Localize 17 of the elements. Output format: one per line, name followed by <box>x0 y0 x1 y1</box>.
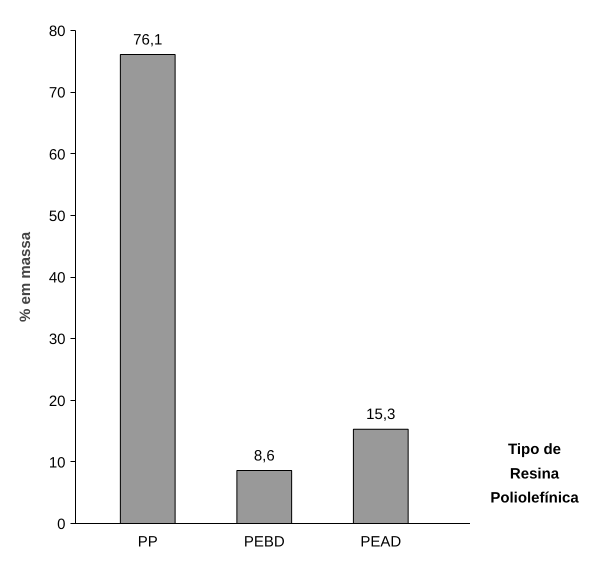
data-label: 76,1 <box>133 32 162 49</box>
y-tick-label: 50 <box>48 208 66 225</box>
y-tick-label: 20 <box>48 392 66 410</box>
data-label: 8,6 <box>254 448 275 465</box>
x-axis-title: Tipo de Resina Poliolefínica <box>490 440 580 507</box>
y-tick-label: 10 <box>48 454 66 472</box>
y-tick-label: 30 <box>48 331 66 348</box>
y-tick-label: 40 <box>48 270 66 286</box>
x-tick-label: PEBD <box>244 534 285 550</box>
y-tick-label: 80 <box>48 23 66 40</box>
y-tick-label: 60 <box>48 146 66 164</box>
data-label: 15,3 <box>366 406 396 424</box>
y-tick-label: 70 <box>48 84 66 102</box>
x-tick-label: PP <box>138 534 158 550</box>
y-axis-title: % em massa <box>16 231 34 322</box>
y-tick-label: 0 <box>57 516 66 533</box>
x-tick-label: PEAD <box>360 534 402 550</box>
